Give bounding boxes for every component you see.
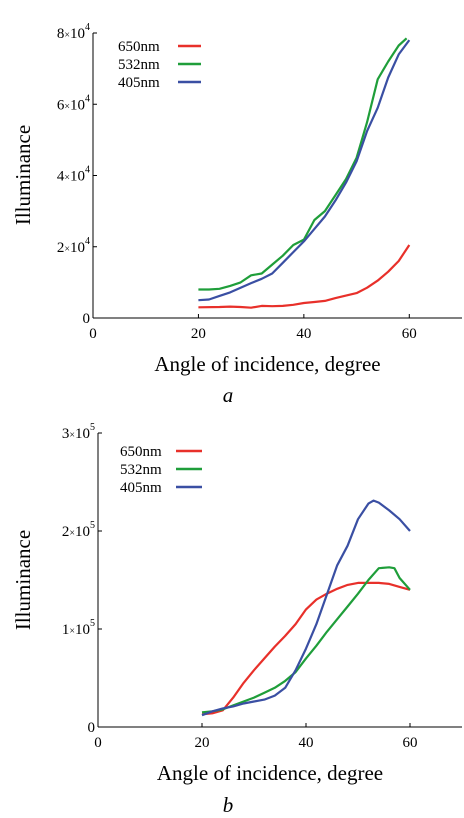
legend-label-405nm: 405nm [120,480,162,496]
panel-label: a [223,383,234,407]
x-tick-label: 60 [403,735,418,751]
series-line-405nm [198,39,411,302]
y-tick-exponent: 5 [90,422,95,433]
y-tick-mantissa: 0 [88,720,96,736]
y-tick-mantissa: 8 [57,26,65,42]
x-tick-label: 0 [94,735,102,751]
y-tick-label: 3×105 [62,422,95,442]
y-tick-exponent: 4 [85,93,90,104]
series-line-532nm [201,566,411,714]
legend-label-650nm: 650nm [120,444,162,460]
x-axis-title: Angle of incidence, degree [154,352,380,376]
y-tick-exponent: 4 [85,22,90,33]
y-tick-exponent: 5 [90,520,95,531]
y-tick-base: 10 [70,26,85,42]
legend-label-650nm: 650nm [118,39,160,55]
series-line-650nm [198,244,411,309]
y-tick-exponent: 5 [90,618,95,629]
legend-label-532nm: 532nm [118,57,160,73]
y-tick-exponent: 4 [85,236,90,247]
y-tick-times: × [69,528,75,539]
y-tick-mantissa: 3 [62,426,70,442]
y-tick-label: 6×104 [57,93,90,113]
panel-label: b [223,793,234,817]
x-tick-label: 20 [195,735,210,751]
y-tick-mantissa: 0 [83,311,91,327]
legend-label-405nm: 405nm [118,75,160,91]
series-line-405nm [201,499,411,717]
y-tick-times: × [64,101,70,112]
y-tick-label: 8×104 [57,22,90,42]
y-tick-label: 4×104 [57,165,90,185]
y-tick-label: 0 [83,311,91,327]
y-tick-mantissa: 2 [57,240,65,256]
y-tick-base: 10 [75,426,90,442]
y-tick-mantissa: 6 [57,97,65,113]
y-tick-times: × [69,626,75,637]
x-tick-label: 40 [296,326,311,342]
y-tick-base: 10 [70,169,85,185]
y-tick-mantissa: 4 [57,169,65,185]
y-axis-title: Illuminance [11,530,35,630]
y-tick-label: 0 [88,720,96,736]
y-tick-label: 2×105 [62,520,95,540]
y-tick-mantissa: 1 [62,622,70,638]
y-tick-label: 2×104 [57,236,90,256]
y-tick-base: 10 [75,524,90,540]
y-tick-times: × [64,30,70,41]
x-tick-label: 60 [402,326,417,342]
y-axis-title: Illuminance [11,125,35,225]
y-tick-exponent: 4 [85,165,90,176]
series-line-532nm [198,37,408,291]
series-line-650nm [201,581,411,716]
x-tick-label: 20 [191,326,206,342]
y-tick-base: 10 [70,240,85,256]
y-tick-base: 10 [70,97,85,113]
y-tick-mantissa: 2 [62,524,70,540]
y-tick-base: 10 [75,622,90,638]
x-axis-title: Angle of incidence, degree [157,761,383,785]
x-tick-label: 0 [89,326,97,342]
y-tick-label: 1×105 [62,618,95,638]
y-tick-times: × [69,430,75,441]
y-tick-times: × [64,244,70,255]
x-tick-label: 40 [299,735,314,751]
y-tick-times: × [64,173,70,184]
legend-label-532nm: 532nm [120,462,162,478]
